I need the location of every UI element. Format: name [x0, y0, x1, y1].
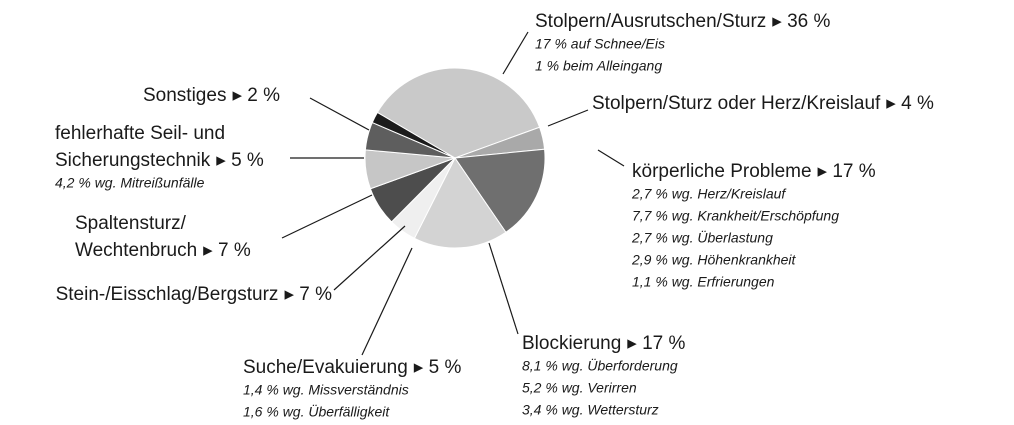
value-label: ▸ 17 % — [627, 333, 685, 354]
pie-slice — [371, 111, 456, 159]
slice-label: Sonstiges ▸ 2 % — [143, 85, 280, 106]
value-label: ▸ 36 % — [772, 11, 830, 32]
slice-note: 1,4 % wg. Missverständnis — [243, 382, 409, 398]
slice-note: 2,9 % wg. Höhenkrankheit — [631, 252, 797, 268]
category-text: Sicherungstechnik — [55, 150, 211, 171]
category-text: Sonstiges — [143, 85, 226, 106]
slice-note: 1,1 % wg. Erfrierungen — [632, 274, 775, 290]
category-text: Stein-/Eisschlag/Bergsturz — [56, 284, 279, 305]
slice-note: 1 % beim Alleingang — [535, 58, 662, 74]
slice-note: 2,7 % wg. Herz/Kreislauf — [631, 186, 787, 202]
slice-label: körperliche Probleme ▸ 17 % — [632, 161, 876, 182]
pie-slice — [454, 148, 546, 233]
pie-slice — [413, 157, 507, 249]
slice-label: Spaltensturz/ — [75, 213, 187, 234]
slice-label: fehlerhafte Seil- und — [55, 123, 225, 144]
leader-line — [333, 225, 406, 291]
category-text: Blockierung — [522, 333, 621, 354]
slice-label: Stein-/Eisschlag/Bergsturz ▸ 7 % — [56, 284, 332, 305]
leader-line — [597, 149, 625, 167]
category-text: Stolpern/Ausrutschen/Sturz — [535, 11, 766, 32]
category-text: Wechtenbruch — [75, 240, 197, 261]
leader-line — [488, 242, 519, 335]
slice-note: 7,7 % wg. Krankheit/Erschöpfung — [632, 208, 839, 224]
slice-note: 1,6 % wg. Überfälligkeit — [243, 403, 390, 420]
value-label: ▸ 7 % — [203, 240, 251, 261]
slice-note: 8,1 % wg. Überforderung — [522, 357, 678, 374]
slice-label: Wechtenbruch ▸ 7 % — [75, 240, 251, 261]
leader-line — [547, 109, 589, 127]
category-text: Suche/Evakuierung — [243, 357, 408, 378]
value-label: ▸ 4 % — [886, 93, 934, 114]
value-label: ▸ 7 % — [284, 284, 332, 305]
pie-slice — [376, 67, 541, 159]
value-label: ▸ 5 % — [216, 150, 264, 171]
value-label: ▸ 17 % — [818, 161, 876, 182]
value-label: ▸ 5 % — [414, 357, 462, 378]
slice-note: 2,7 % wg. Überlastung — [631, 229, 773, 246]
slice-note: 17 % auf Schnee/Eis — [535, 36, 665, 52]
leader-line — [281, 194, 373, 239]
slice-note: 4,2 % wg. Mitreißunfälle — [55, 175, 205, 191]
category-text: Stolpern/Sturz oder Herz/Kreislauf — [592, 93, 881, 114]
category-text: Spaltensturz/ — [75, 213, 187, 234]
value-label: ▸ 2 % — [232, 85, 280, 106]
slice-label: Blockierung ▸ 17 % — [522, 333, 686, 354]
category-text: fehlerhafte Seil- und — [55, 123, 225, 144]
slice-note: 3,4 % wg. Wettersturz — [522, 402, 659, 418]
leader-line — [309, 97, 370, 131]
leader-line — [361, 247, 413, 356]
slice-label: Stolpern/Sturz oder Herz/Kreislauf ▸ 4 % — [592, 93, 934, 114]
slice-label: Suche/Evakuierung ▸ 5 % — [243, 357, 461, 378]
leader-line — [502, 31, 529, 75]
category-text: körperliche Probleme — [632, 161, 812, 182]
slice-note: 5,2 % wg. Verirren — [522, 380, 637, 396]
slice-label: Sicherungstechnik ▸ 5 % — [55, 150, 264, 171]
slice-label: Stolpern/Ausrutschen/Sturz ▸ 36 % — [535, 11, 831, 32]
